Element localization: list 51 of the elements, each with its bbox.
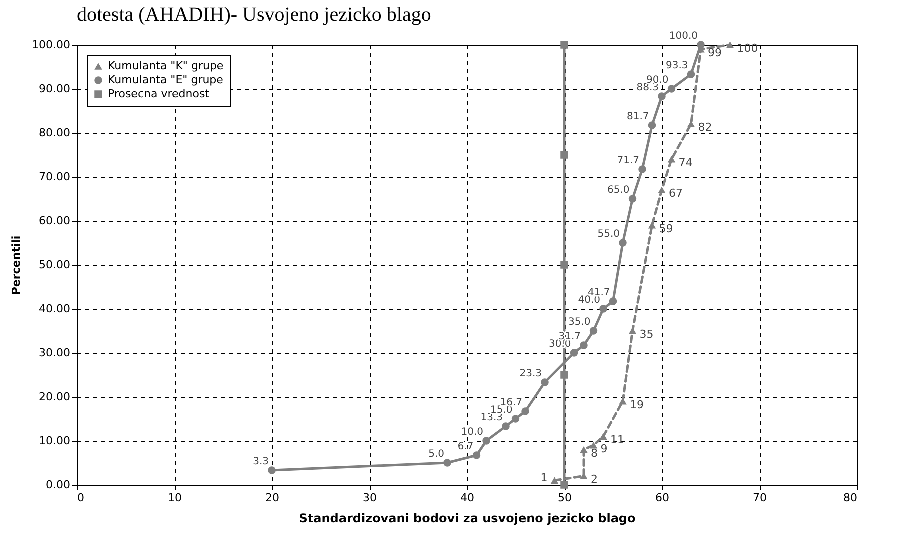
data-label: 6.7 [458, 442, 474, 453]
x-tick-label: 10 [168, 492, 182, 504]
y-tick-label: 40.00 [39, 302, 70, 316]
data-label: 100 [737, 42, 758, 55]
y-tick-label: 10.00 [39, 434, 70, 448]
data-label: 3.3 [253, 456, 269, 468]
data-label: 81.7 [626, 112, 650, 123]
x-tick-label: 70 [753, 492, 767, 504]
data-label: 99 [708, 46, 722, 60]
x-tick-label: 30 [363, 492, 377, 504]
y-tick-label: 30.00 [39, 346, 70, 360]
data-label: 93.3 [666, 60, 688, 72]
x-tick-label: 60 [656, 492, 670, 504]
data-label: 9 [600, 442, 608, 456]
y-tick-label: 90.00 [39, 82, 70, 96]
y-tick-label: 70.00 [39, 170, 70, 184]
data-label: 23.3 [520, 368, 542, 380]
data-label: 8 [591, 446, 598, 460]
x-axis-title: Standardizovani bodovi za usvojeno jezicko blago [299, 512, 636, 526]
data-label: 2 [591, 473, 598, 486]
legend-label: Kumulanta "E" grupe [108, 74, 224, 86]
data-label: 11 [610, 434, 624, 447]
y-axis-title: Percentili [10, 236, 24, 296]
data-label: 35 [640, 328, 654, 341]
data-label: 82 [698, 121, 712, 134]
y-tick-label: 0.00 [46, 478, 70, 492]
data-label: 55.0 [598, 229, 620, 240]
legend-label: Prosecna vrednost [108, 88, 210, 100]
data-label: 10.0 [461, 427, 484, 438]
chart-title: dotesta (AHADIH)- Usvojeno jezicko blago [77, 4, 432, 26]
data-label: 59 [659, 222, 674, 236]
y-tick-label: 20.00 [39, 390, 70, 404]
data-label: 100.0 [669, 31, 698, 42]
data-label: 71.7 [617, 156, 640, 167]
x-tick-label: 20 [266, 492, 280, 504]
x-tick-label: 0 [78, 492, 84, 504]
x-tick-label: 40 [460, 492, 474, 504]
data-label: 35.0 [568, 317, 591, 328]
data-label: 5.0 [428, 449, 444, 460]
y-tick-label: 60.00 [39, 214, 70, 228]
x-tick-label: 50 [558, 492, 572, 504]
data-label: 67 [669, 187, 683, 200]
data-label: 65.0 [607, 185, 630, 196]
legend-label: Kumulanta "K" grupe [108, 60, 224, 72]
data-label: 19 [630, 398, 644, 412]
x-tick-label: 80 [844, 492, 858, 504]
data-label: 1 [540, 472, 548, 485]
y-tick-label: 100.00 [32, 38, 70, 52]
y-tick-label: 50.00 [39, 258, 70, 272]
data-label: 74 [678, 156, 693, 170]
y-tick-label: 80.00 [39, 126, 70, 140]
